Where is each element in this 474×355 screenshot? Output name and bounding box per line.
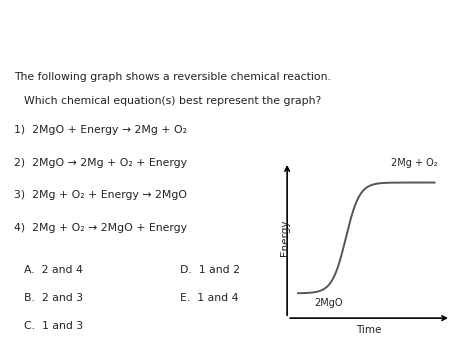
Text: Which chemical equation(s) best represent the graph?: Which chemical equation(s) best represen… bbox=[24, 95, 321, 106]
Text: D.  1 and 2: D. 1 and 2 bbox=[180, 264, 240, 274]
Text: 2Mg + O₂: 2Mg + O₂ bbox=[391, 158, 438, 168]
Text: 2MgO: 2MgO bbox=[314, 298, 343, 308]
Text: 3)  2Mg + O₂ + Energy → 2MgO: 3) 2Mg + O₂ + Energy → 2MgO bbox=[14, 191, 187, 201]
Text: 1)  2MgO + Energy → 2Mg + O₂: 1) 2MgO + Energy → 2Mg + O₂ bbox=[14, 125, 187, 135]
Text: A.  2 and 4: A. 2 and 4 bbox=[24, 264, 82, 274]
Text: C.  1 and 3: C. 1 and 3 bbox=[24, 321, 83, 331]
Text: E.  1 and 4: E. 1 and 4 bbox=[180, 293, 238, 303]
Text: B.  2 and 3: B. 2 and 3 bbox=[24, 293, 83, 303]
Text: Endo/Exothermic Reactions VII: Endo/Exothermic Reactions VII bbox=[97, 20, 406, 38]
Text: 4)  2Mg + O₂ → 2MgO + Energy: 4) 2Mg + O₂ → 2MgO + Energy bbox=[14, 223, 187, 233]
Text: Energy: Energy bbox=[280, 220, 290, 256]
Text: Time: Time bbox=[356, 326, 382, 335]
Text: 2)  2MgO → 2Mg + O₂ + Energy: 2) 2MgO → 2Mg + O₂ + Energy bbox=[14, 158, 187, 168]
Text: The following graph shows a reversible chemical reaction.: The following graph shows a reversible c… bbox=[14, 72, 331, 82]
